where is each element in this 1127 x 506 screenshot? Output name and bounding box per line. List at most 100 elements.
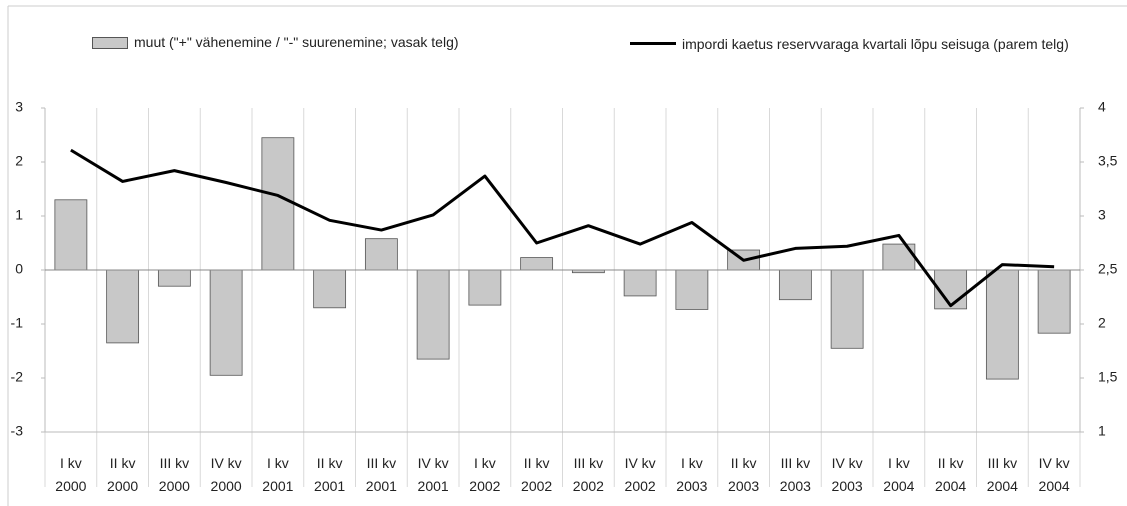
y2-tick-label: 3,5 [1098, 153, 1118, 169]
x-tick-label-line: 2003 [728, 478, 759, 494]
bar [520, 257, 554, 271]
bar [778, 269, 812, 301]
bar [830, 269, 864, 349]
x-tick-label-line: III kv [988, 455, 1018, 471]
x-tick-label-line: IV kv [1039, 455, 1070, 471]
x-tick-label: IV kv 2000 [211, 455, 242, 494]
y2-tick-label: 2,5 [1098, 261, 1118, 277]
x-tick-label: IV kv 2001 [418, 455, 449, 494]
bar [882, 243, 916, 271]
x-tick-label-line: II kv [731, 455, 757, 471]
y-tick-label: -3 [11, 423, 24, 439]
legend-item: impordi kaetus reservvaraga kvartali lõp… [630, 34, 1100, 54]
y-tick-label: 2 [15, 153, 23, 169]
x-tick-label: II kv 2002 [521, 455, 552, 494]
x-tick-label-line: II kv [524, 455, 550, 471]
x-tick-label-line: 2002 [625, 478, 656, 494]
x-tick-label: III kv 2000 [159, 455, 190, 494]
bar [1037, 269, 1071, 334]
x-tick-label-line: II kv [110, 455, 136, 471]
x-tick-label-line: 2003 [780, 478, 811, 494]
x-tick-label-line: 2004 [1039, 478, 1070, 494]
x-tick-label-line: 2001 [418, 478, 449, 494]
y2-tick-label: 2 [1098, 315, 1106, 331]
x-tick-label-line: I kv [60, 455, 82, 471]
x-tick-label: I kv 2003 [676, 455, 707, 494]
x-tick-label-line: III kv [574, 455, 604, 471]
bar [313, 269, 347, 309]
legend-label: muut ("+" vähenemine / "-" suurenemine; … [134, 34, 459, 50]
bar [364, 238, 398, 271]
y-tick-label: -2 [11, 369, 24, 385]
bar [261, 137, 295, 271]
y-tick-label: 1 [15, 207, 23, 223]
bar [106, 269, 140, 344]
x-tick-label: III kv 2002 [573, 455, 604, 494]
x-tick-label-line: I kv [888, 455, 910, 471]
x-tick-label-line: I kv [267, 455, 289, 471]
x-tick-label-line: II kv [317, 455, 343, 471]
x-tick-label-line: 2000 [159, 478, 190, 494]
x-tick-label-line: 2000 [107, 478, 138, 494]
x-tick-label: I kv 2002 [469, 455, 500, 494]
bar [934, 269, 968, 310]
x-tick-label-line: 2002 [469, 478, 500, 494]
y2-tick-label: 3 [1098, 207, 1106, 223]
y2-tick-label: 4 [1098, 99, 1106, 115]
y-tick-label: -1 [11, 315, 24, 331]
x-tick-label: IV kv 2003 [832, 455, 863, 494]
bar [416, 269, 450, 360]
x-tick-label-line: 2003 [676, 478, 707, 494]
bar [54, 199, 88, 271]
legend-item: muut ("+" vähenemine / "-" suurenemine; … [92, 34, 459, 50]
x-tick-label-line: 2001 [262, 478, 293, 494]
x-tick-label-line: 2004 [883, 478, 914, 494]
x-tick-label: II kv 2004 [935, 455, 966, 494]
bar [468, 269, 502, 306]
x-tick-label-line: IV kv [211, 455, 242, 471]
legend-swatch [630, 42, 676, 45]
x-tick-label: IV kv 2004 [1039, 455, 1070, 494]
x-tick-label-line: 2000 [211, 478, 242, 494]
bar [209, 269, 243, 376]
x-tick-label-line: I kv [474, 455, 496, 471]
x-tick-label-line: II kv [938, 455, 964, 471]
bar [675, 269, 709, 310]
y-tick-label: 3 [15, 99, 23, 115]
x-tick-label-line: 2004 [935, 478, 966, 494]
legend-swatch [92, 37, 128, 49]
x-tick-label: III kv 2004 [987, 455, 1018, 494]
x-tick-label: II kv 2001 [314, 455, 345, 494]
y-tick-label: 0 [15, 261, 23, 277]
y2-tick-label: 1,5 [1098, 369, 1118, 385]
line [70, 148, 1055, 308]
x-tick-label: III kv 2001 [366, 455, 397, 494]
x-tick-label: II kv 2000 [107, 455, 138, 494]
x-tick-label-line: IV kv [418, 455, 449, 471]
x-tick-label-line: 2001 [366, 478, 397, 494]
x-tick-label-line: 2002 [521, 478, 552, 494]
bar [985, 269, 1019, 380]
x-tick-label-line: 2003 [832, 478, 863, 494]
x-tick-label-line: III kv [781, 455, 811, 471]
x-tick-label-line: III kv [367, 455, 397, 471]
x-tick-label: III kv 2003 [780, 455, 811, 494]
legend-label: impordi kaetus reservvaraga kvartali lõp… [682, 36, 1069, 52]
x-tick-label-line: 2002 [573, 478, 604, 494]
x-tick-label-line: III kv [160, 455, 190, 471]
x-tick-label-line: IV kv [832, 455, 863, 471]
x-tick-label: IV kv 2002 [625, 455, 656, 494]
x-tick-label-line: I kv [681, 455, 703, 471]
x-tick-label: II kv 2003 [728, 455, 759, 494]
x-tick-label-line: IV kv [625, 455, 656, 471]
bar [623, 269, 657, 297]
x-tick-label: I kv 2001 [262, 455, 293, 494]
x-tick-label-line: 2000 [55, 478, 86, 494]
x-tick-label-line: 2001 [314, 478, 345, 494]
bar [157, 269, 191, 287]
x-tick-label: I kv 2004 [883, 455, 914, 494]
x-tick-label-line: 2004 [987, 478, 1018, 494]
x-tick-label: I kv 2000 [55, 455, 86, 494]
